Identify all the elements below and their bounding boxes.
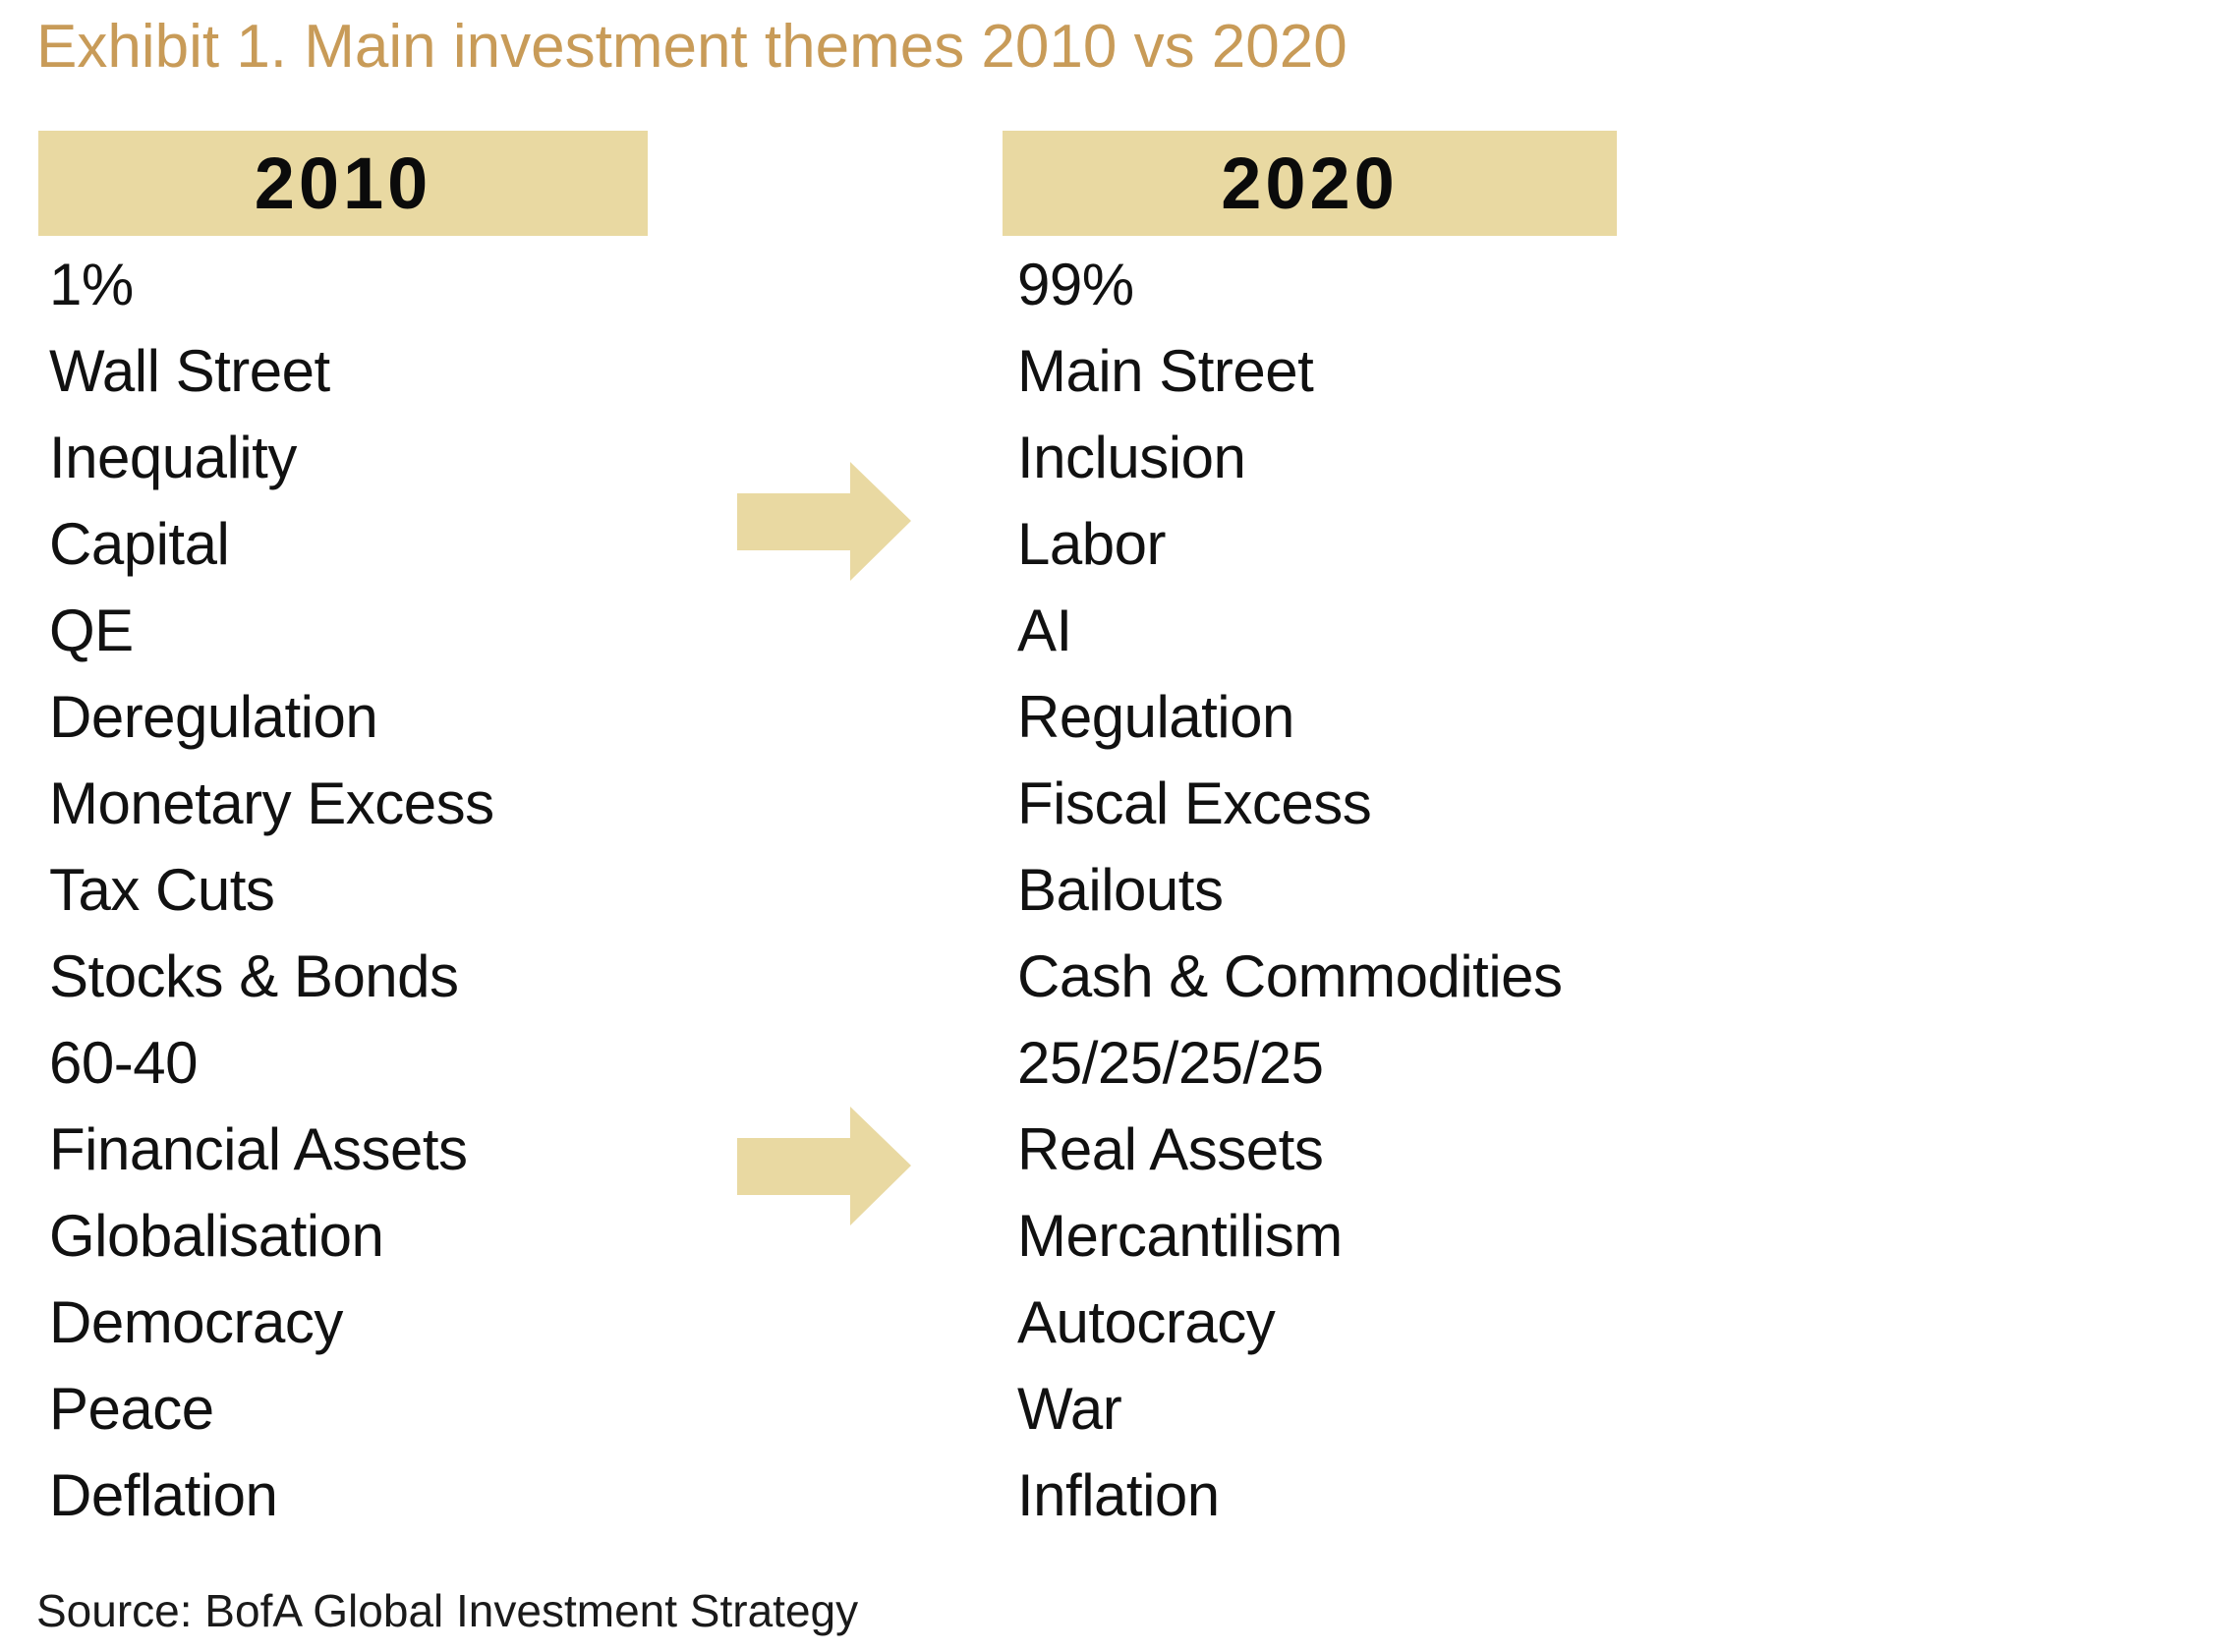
exhibit-title: Exhibit 1. Main investment themes 2010 v… [36,13,1348,81]
source-note: Source: BofA Global Investment Strategy [36,1585,859,1636]
list-item: 25/25/25/25 [1017,1029,1324,1096]
list-item: Capital [49,510,230,577]
list-item: War [1017,1375,1122,1442]
right-arrow-icon [737,462,911,581]
list-item: Peace [49,1375,214,1442]
column-header-2010: 2010 [38,131,648,236]
list-item: Labor [1017,510,1166,577]
list-item: Fiscal Excess [1017,769,1372,836]
list-item: Stocks & Bonds [49,942,459,1009]
list-item: 60-40 [49,1029,198,1096]
list-item: Wall Street [49,337,330,404]
list-item: Deregulation [49,683,378,750]
list-item: Mercantilism [1017,1202,1343,1269]
list-item: Globalisation [49,1202,384,1269]
list-item: Real Assets [1017,1115,1324,1182]
list-item: Regulation [1017,683,1294,750]
list-item: Inflation [1017,1461,1220,1528]
list-item: Bailouts [1017,856,1224,923]
list-item: Inequality [49,424,297,490]
right-arrow-icon [737,1107,911,1225]
list-item: Democracy [49,1288,343,1355]
list-item: Monetary Excess [49,769,494,836]
themes-list-2010: 1% Wall Street Inequality Capital QE Der… [49,241,934,1538]
list-item: 99% [1017,251,1134,317]
list-item: Tax Cuts [49,856,275,923]
list-item: AI [1017,597,1072,663]
column-header-2020: 2020 [1003,131,1617,236]
list-item: Financial Assets [49,1115,468,1182]
themes-list-2020: 99% Main Street Inclusion Labor AI Regul… [1017,241,2098,1538]
list-item: Deflation [49,1461,278,1528]
list-item: Inclusion [1017,424,1246,490]
list-item: Cash & Commodities [1017,942,1563,1009]
list-item: Autocracy [1017,1288,1276,1355]
list-item: 1% [49,251,134,317]
list-item: Main Street [1017,337,1314,404]
list-item: QE [49,597,134,663]
